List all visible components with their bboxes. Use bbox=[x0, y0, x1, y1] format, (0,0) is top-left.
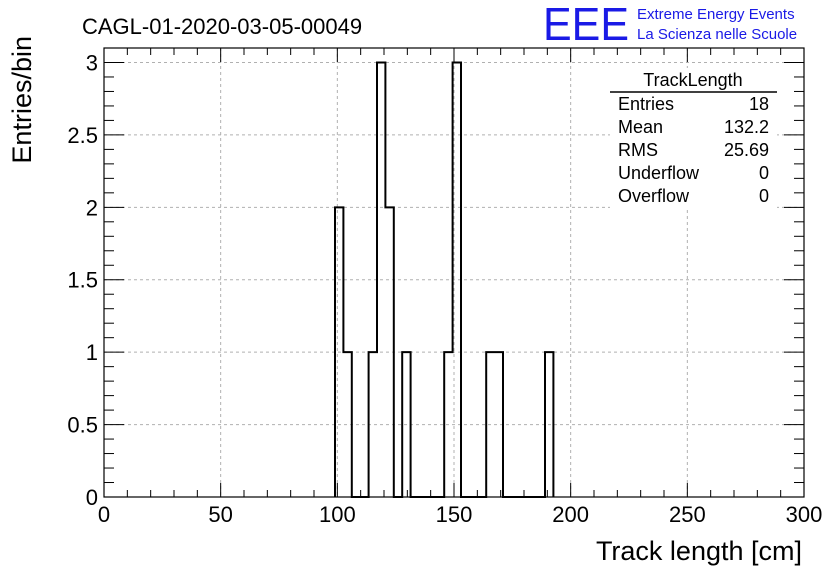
y-tick-label: 0.5 bbox=[67, 413, 98, 438]
x-tick-label: 250 bbox=[669, 502, 706, 527]
x-tick-label: 300 bbox=[786, 502, 823, 527]
x-tick-label: 150 bbox=[436, 502, 473, 527]
stats-value: 132.2 bbox=[724, 117, 769, 137]
x-tick-labels: 0 50 100 150 200 250 300 bbox=[98, 502, 822, 527]
y-tick-label: 3 bbox=[86, 50, 98, 75]
stats-title: TrackLength bbox=[643, 70, 742, 90]
y-tick-label: 0 bbox=[86, 485, 98, 510]
stats-label: RMS bbox=[618, 140, 658, 160]
stats-label: Overflow bbox=[618, 186, 690, 206]
stats-value: 0 bbox=[759, 163, 769, 183]
chart-title: CAGL-01-2020-03-05-00049 bbox=[82, 14, 362, 39]
x-tick-label: 100 bbox=[319, 502, 356, 527]
stats-label: Mean bbox=[618, 117, 663, 137]
stats-value: 0 bbox=[759, 186, 769, 206]
axis-ticks bbox=[103, 47, 805, 498]
x-tick-label: 0 bbox=[98, 502, 110, 527]
x-axis-label: Track length [cm] bbox=[596, 536, 802, 566]
y-tick-label: 2 bbox=[86, 195, 98, 220]
x-tick-label: 200 bbox=[552, 502, 589, 527]
eee-logo: EEE Extreme Energy Events La Scienza nel… bbox=[543, 0, 797, 50]
logo-mark: EEE bbox=[543, 0, 629, 50]
stats-value: 25.69 bbox=[724, 140, 769, 160]
stats-box: TrackLength Entries 18 Mean 132.2 RMS 25… bbox=[610, 68, 777, 209]
x-tick-label: 50 bbox=[208, 502, 232, 527]
logo-line1: Extreme Energy Events bbox=[637, 6, 795, 23]
y-tick-label: 1.5 bbox=[67, 268, 98, 293]
y-tick-label: 2.5 bbox=[67, 123, 98, 148]
y-tick-labels: 0 0.5 1 1.5 2 2.5 3 bbox=[67, 50, 98, 510]
stats-value: 18 bbox=[749, 94, 769, 114]
stats-label: Underflow bbox=[618, 163, 700, 183]
stats-label: Entries bbox=[618, 94, 674, 114]
y-axis-label: Entries/bin bbox=[7, 36, 37, 164]
histogram-outline bbox=[334, 61, 555, 498]
y-tick-label: 1 bbox=[86, 340, 98, 365]
logo-line2: La Scienza nelle Scuole bbox=[637, 26, 797, 43]
